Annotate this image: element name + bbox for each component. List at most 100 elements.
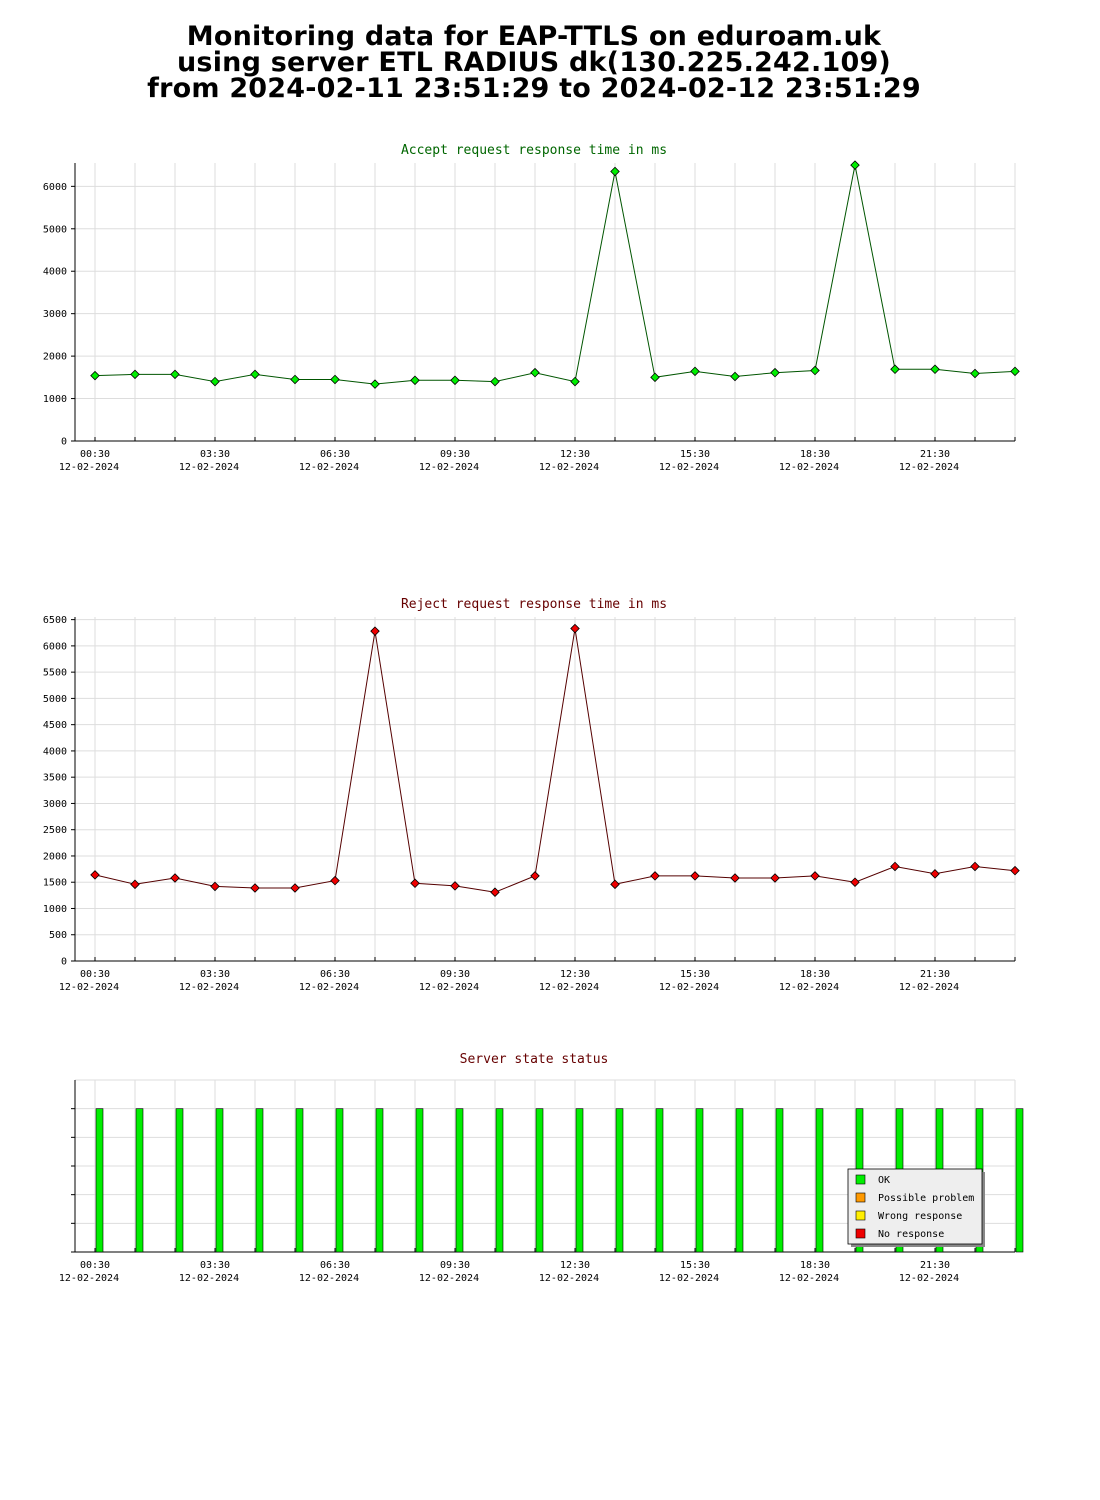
reject-data-point [730,873,740,883]
status-x-tick-date: 12-02-2024 [59,1273,119,1284]
accept-data-point [450,375,460,386]
status-bar [775,1108,784,1253]
status-bar [335,1108,344,1253]
accept-data-point [530,367,540,378]
reject-data-point [930,869,940,879]
accept-data-point [1010,366,1020,377]
status-x-tick-label: 21:30 [920,1260,950,1271]
accept-x-tick-label: 06:30 [320,449,350,460]
reject-y-tick-label: 6500 [43,615,67,626]
reject-data-point [690,871,700,881]
accept-data-point [930,364,940,375]
reject-x-tick-label: 21:30 [920,969,950,980]
accept-x-tick-date: 12-02-2024 [899,462,959,473]
reject-x-tick-label: 18:30 [800,969,830,980]
accept-x-tick-date: 12-02-2024 [779,462,839,473]
accept-y-tick-label: 6000 [43,182,67,193]
accept-chart-title: Accept request response time in ms [401,143,667,158]
reject-data-point [770,873,780,883]
accept-series-line [94,165,1016,385]
status-bar [735,1108,744,1253]
status-x-tick-label: 03:30 [200,1260,230,1271]
accept-data-point [730,371,740,382]
reject-y-tick-label: 6000 [43,641,67,652]
reject-data-point [250,883,260,893]
accept-y-tick-label: 1000 [43,394,67,405]
accept-data-point [570,376,580,387]
reject-x-tick-label: 12:30 [560,969,590,980]
reject-data-point [850,877,860,887]
accept-data-point [370,379,380,389]
reject-data-point [370,626,380,636]
reject-x-tick-date: 12-02-2024 [179,982,239,993]
accept-data-point [490,376,500,387]
reject-y-tick-label: 2000 [43,851,67,862]
page-title-line-2: using server ETL RADIUS dk(130.225.242.1… [177,47,891,78]
reject-y-tick-label: 5500 [43,668,67,679]
reject-data-point [970,861,980,872]
status-bar [815,1108,824,1253]
accept-x-tick-label: 18:30 [800,449,830,460]
accept-y-tick-label: 3000 [43,309,67,320]
status-bar [135,1108,144,1253]
page-title: Monitoring data for EAP-TTLS on eduroam.… [0,23,1068,104]
status-bar [495,1108,504,1253]
reject-data-point [810,871,820,881]
reject-data-point [330,875,340,886]
status-bar [1015,1108,1024,1253]
reject-y-tick-label: 3000 [43,799,67,810]
reject-x-tick-date: 12-02-2024 [59,982,119,993]
legend-swatch [855,1192,866,1203]
accept-x-tick-date: 12-02-2024 [59,462,119,473]
accept-data-point [410,375,420,386]
legend-label: OK [878,1175,890,1186]
accept-data-point [610,166,620,177]
status-bar [415,1108,424,1253]
reject-y-tick-label: 1500 [43,878,67,889]
legend-label: Wrong response [878,1211,962,1222]
legend-swatch [855,1210,866,1221]
status-x-tick-date: 12-02-2024 [179,1273,239,1284]
accept-data-point [330,374,340,385]
legend-swatch [855,1228,866,1239]
status-x-tick-date: 12-02-2024 [419,1273,479,1284]
reject-x-tick-label: 03:30 [200,969,230,980]
accept-data-point [170,369,180,380]
accept-data-point [890,364,900,375]
status-x-tick-label: 09:30 [440,1260,470,1271]
legend-label: Possible problem [878,1193,974,1204]
reject-data-point [890,861,900,872]
reject-data-point [170,873,180,883]
reject-series-line [94,628,1016,893]
reject-data-point [610,879,620,890]
status-chart-title: Server state status [460,1052,609,1067]
accept-x-tick-label: 09:30 [440,449,470,460]
reject-x-tick-date: 12-02-2024 [779,982,839,993]
accept-y-tick-label: 0 [61,437,67,448]
reject-data-point [410,878,420,889]
reject-data-point [650,871,660,881]
accept-y-tick-label: 5000 [43,224,67,235]
reject-x-tick-date: 12-02-2024 [899,982,959,993]
status-bar [655,1108,664,1253]
reject-y-tick-label: 1000 [43,904,67,915]
status-bar [175,1108,184,1253]
accept-x-tick-label: 21:30 [920,449,950,460]
reject-y-tick-label: 5000 [43,694,67,705]
reject-x-tick-date: 12-02-2024 [539,982,599,993]
accept-data-point [970,368,980,379]
status-bar [295,1108,304,1253]
accept-data-point [90,370,100,381]
reject-y-tick-label: 3500 [43,773,67,784]
legend-label: No response [878,1229,944,1240]
accept-y-tick-label: 4000 [43,267,67,278]
accept-data-point [850,160,860,170]
reject-x-tick-date: 12-02-2024 [419,982,479,993]
status-bar [255,1108,264,1253]
reject-x-tick-label: 00:30 [80,969,110,980]
status-x-tick-date: 12-02-2024 [299,1273,359,1284]
status-bar [695,1108,704,1253]
page-title-line-3: from 2024-02-11 23:51:29 to 2024-02-12 2… [147,73,921,104]
reject-x-tick-date: 12-02-2024 [299,982,359,993]
reject-y-tick-label: 4000 [43,746,67,757]
